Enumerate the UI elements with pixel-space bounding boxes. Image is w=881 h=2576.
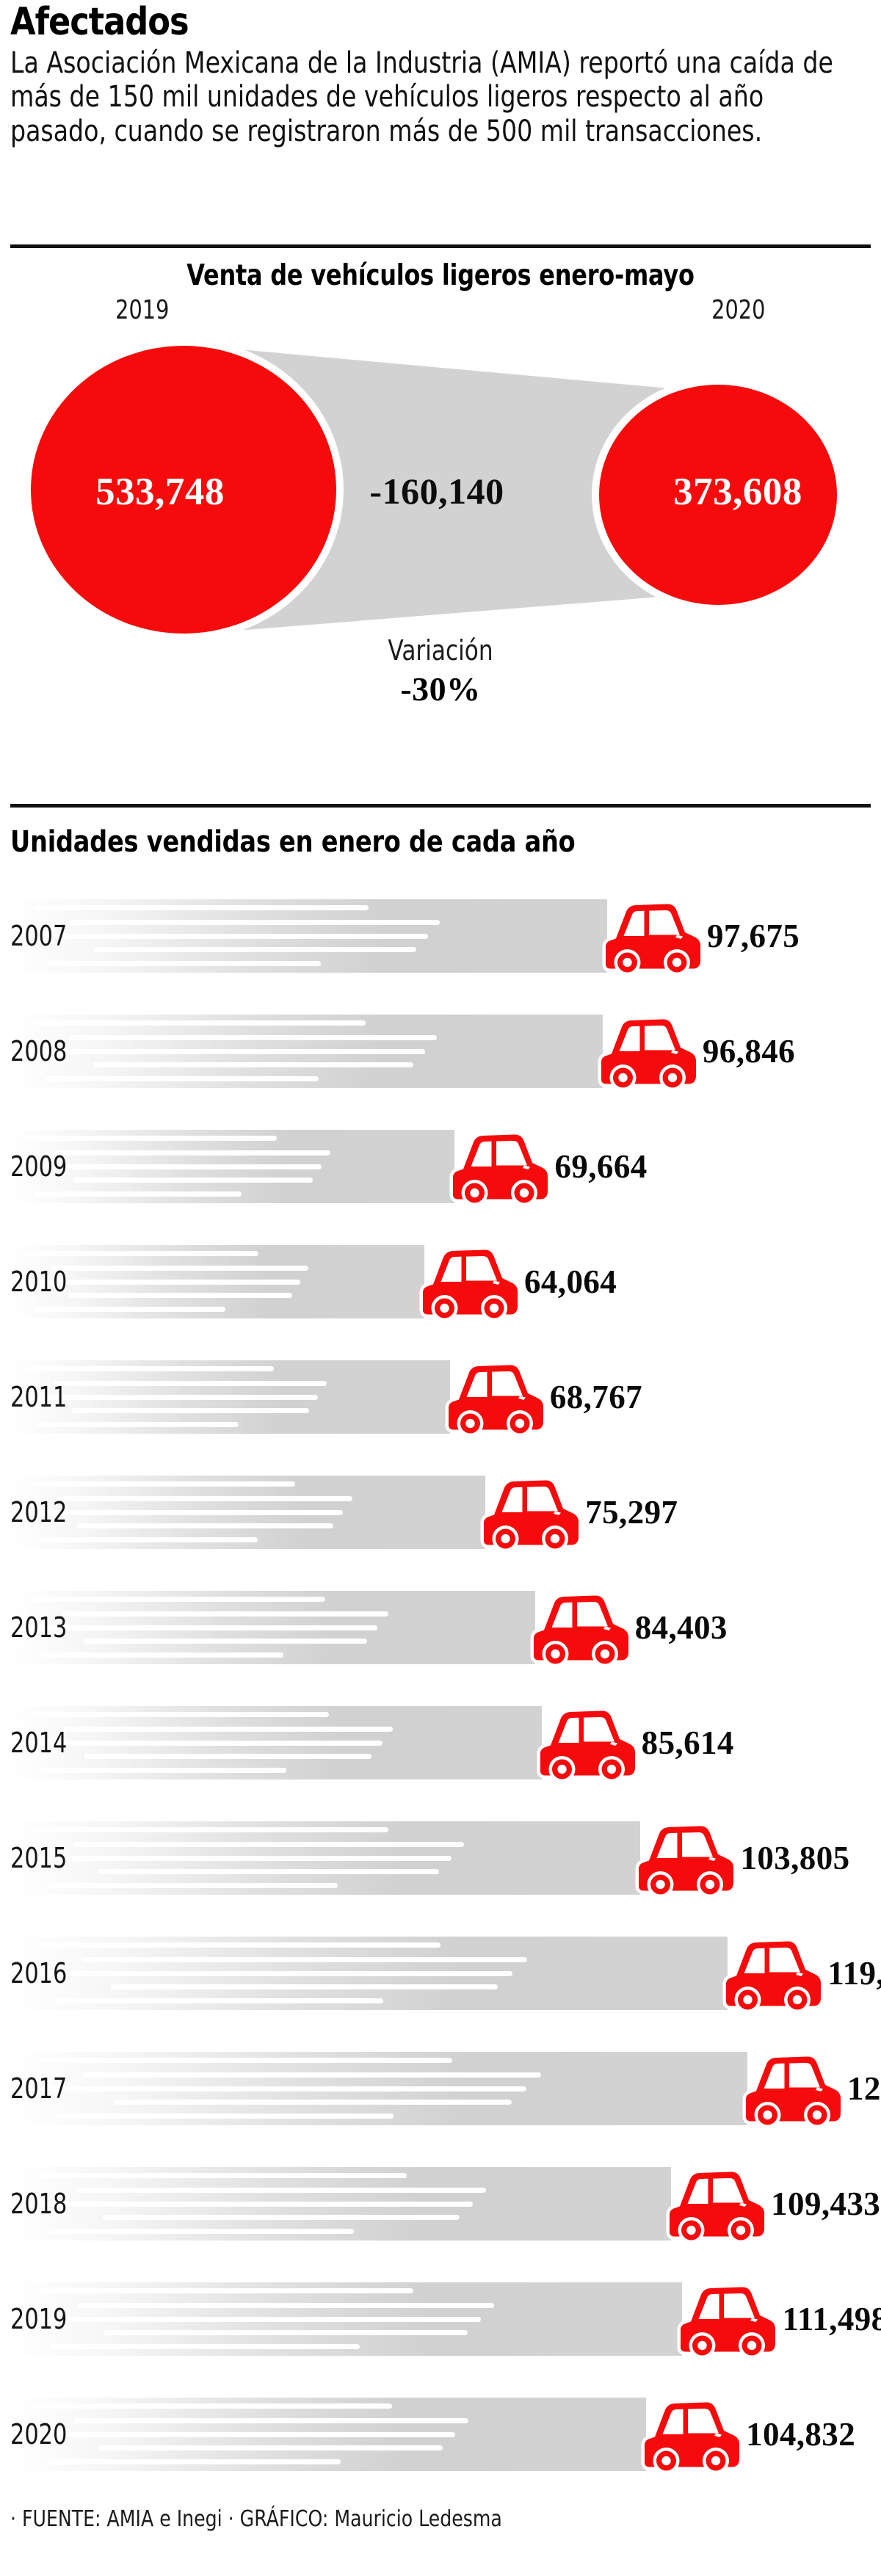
bar-value-label: 109,433: [771, 2185, 881, 2222]
car-icon: [734, 2050, 844, 2127]
car-icon: [472, 1474, 582, 1550]
car-icon: [522, 1589, 632, 1666]
divider-middle: [10, 804, 871, 808]
bar-row: 2020 104,832: [0, 2376, 881, 2492]
bar-trail: [10, 1014, 603, 1088]
bar-row: 2017 123,447: [0, 2031, 881, 2146]
bar-row: 2015 103,805: [0, 1800, 881, 1915]
bar-trail: [10, 2166, 672, 2241]
bar-value-label: 75,297: [585, 1493, 678, 1531]
variation-label: Variación: [388, 634, 493, 667]
bar-year-label: 2015: [10, 1841, 68, 1874]
car-icon: [441, 1128, 551, 1205]
variation-value: -30%: [400, 670, 481, 708]
bar-row: 2016 119,833: [0, 1915, 881, 2031]
bar-value-label: 96,846: [702, 1032, 796, 1070]
bar-year-label: 2020: [10, 2417, 68, 2450]
bar-year-label: 2008: [10, 1034, 68, 1067]
car-icon: [594, 898, 704, 974]
funnel-year-right: 2020: [711, 295, 766, 325]
car-icon: [627, 1820, 737, 1896]
car-icon: [633, 2396, 743, 2472]
funnel-value-2020: 373,608: [673, 471, 802, 513]
bar-value-label: 104,832: [746, 2415, 856, 2453]
bar-trail: [10, 2051, 747, 2125]
bar-year-label: 2010: [10, 1265, 68, 1298]
header: Afectados La Asociación Mexicana de la I…: [10, 0, 871, 148]
car-icon: [590, 1013, 700, 1089]
funnel-chart: Venta de vehículos ligeros enero-mayo 20…: [0, 253, 881, 708]
bar-trail: [10, 2282, 683, 2356]
bar-value-label: 68,767: [549, 1378, 642, 1415]
funnel-title: Venta de vehículos ligeros enero-mayo: [186, 259, 695, 292]
bar-value-label: 85,614: [641, 1724, 734, 1761]
car-icon: [669, 2281, 779, 2357]
bar-year-label: 2011: [10, 1380, 68, 1413]
bar-year-label: 2018: [10, 2187, 68, 2220]
bar-year-label: 2016: [10, 1956, 68, 1989]
bar-trail: [10, 1360, 450, 1434]
car-icon: [658, 2166, 768, 2242]
bar-row: 2007 97,675: [0, 878, 881, 993]
car-icon: [714, 1935, 824, 2011]
funnel-year-row: 2019 2020: [0, 295, 881, 335]
bar-row: 2018 109,433: [0, 2146, 881, 2261]
bar-year-label: 2009: [10, 1150, 68, 1183]
bar-row: 2013 84,403: [0, 1570, 881, 1685]
bar-row: 2009 69,664: [0, 1109, 881, 1224]
bar-year-label: 2014: [10, 1726, 68, 1759]
car-icon: [411, 1244, 521, 1320]
car-icon: [437, 1359, 547, 1435]
funnel-graphic: 533,748 -160,140 373,608: [0, 332, 881, 647]
bar-trail: [10, 1821, 641, 1895]
bar-row: 2014 85,614: [0, 1685, 881, 1800]
bar-trail: [10, 2397, 647, 2471]
bar-trail: [10, 1705, 542, 1779]
page-deck: La Asociación Mexicana de la Industria (…: [10, 46, 833, 148]
bar-trail: [10, 1129, 455, 1203]
bar-value-label: 97,675: [707, 917, 800, 954]
bar-trail: [10, 1475, 486, 1549]
page-title: Afectados: [10, 0, 189, 44]
bar-value-label: 64,064: [524, 1263, 617, 1300]
car-icon: [529, 1705, 639, 1781]
bar-year-label: 2012: [10, 1495, 68, 1528]
bar-value-label: 84,403: [634, 1608, 728, 1646]
bar-trail: [10, 899, 608, 973]
bar-year-label: 2013: [10, 1611, 68, 1644]
funnel-delta-value: -160,140: [369, 471, 504, 512]
bar-value-label: 69,664: [554, 1147, 648, 1185]
bar-value-label: 103,805: [740, 1839, 850, 1876]
bars-section: Unidades vendidas en enero de cada año 2…: [0, 813, 881, 2492]
bar-trail: [10, 1244, 424, 1318]
bar-row: 2010 64,064: [0, 1224, 881, 1339]
bar-year-label: 2007: [10, 919, 68, 952]
bar-row: 2019 111,498: [0, 2261, 881, 2376]
bar-row: 2008 96,846: [0, 993, 881, 1109]
funnel-year-left: 2019: [115, 295, 170, 325]
bar-year-label: 2019: [10, 2302, 68, 2335]
bar-chart: 2007 97,675 2008: [0, 878, 881, 2492]
bar-trail: [10, 1936, 728, 2010]
bar-row: 2011 68,767: [0, 1339, 881, 1454]
divider-top: [10, 244, 871, 248]
bar-trail: [10, 1590, 535, 1664]
bar-row: 2012 75,297: [0, 1454, 881, 1570]
funnel-value-2019: 533,748: [95, 471, 225, 513]
bar-year-label: 2017: [10, 2072, 68, 2105]
source-credit: · FUENTE: AMIA e Inegi · GRÁFICO: Mauric…: [10, 2506, 502, 2532]
bar-value-label: 111,498: [782, 2300, 881, 2337]
bar-value-label: 119,833: [827, 1954, 881, 1992]
bars-title: Unidades vendidas en enero de cada año: [10, 825, 576, 859]
bar-value-label: 123,447: [847, 2069, 881, 2107]
